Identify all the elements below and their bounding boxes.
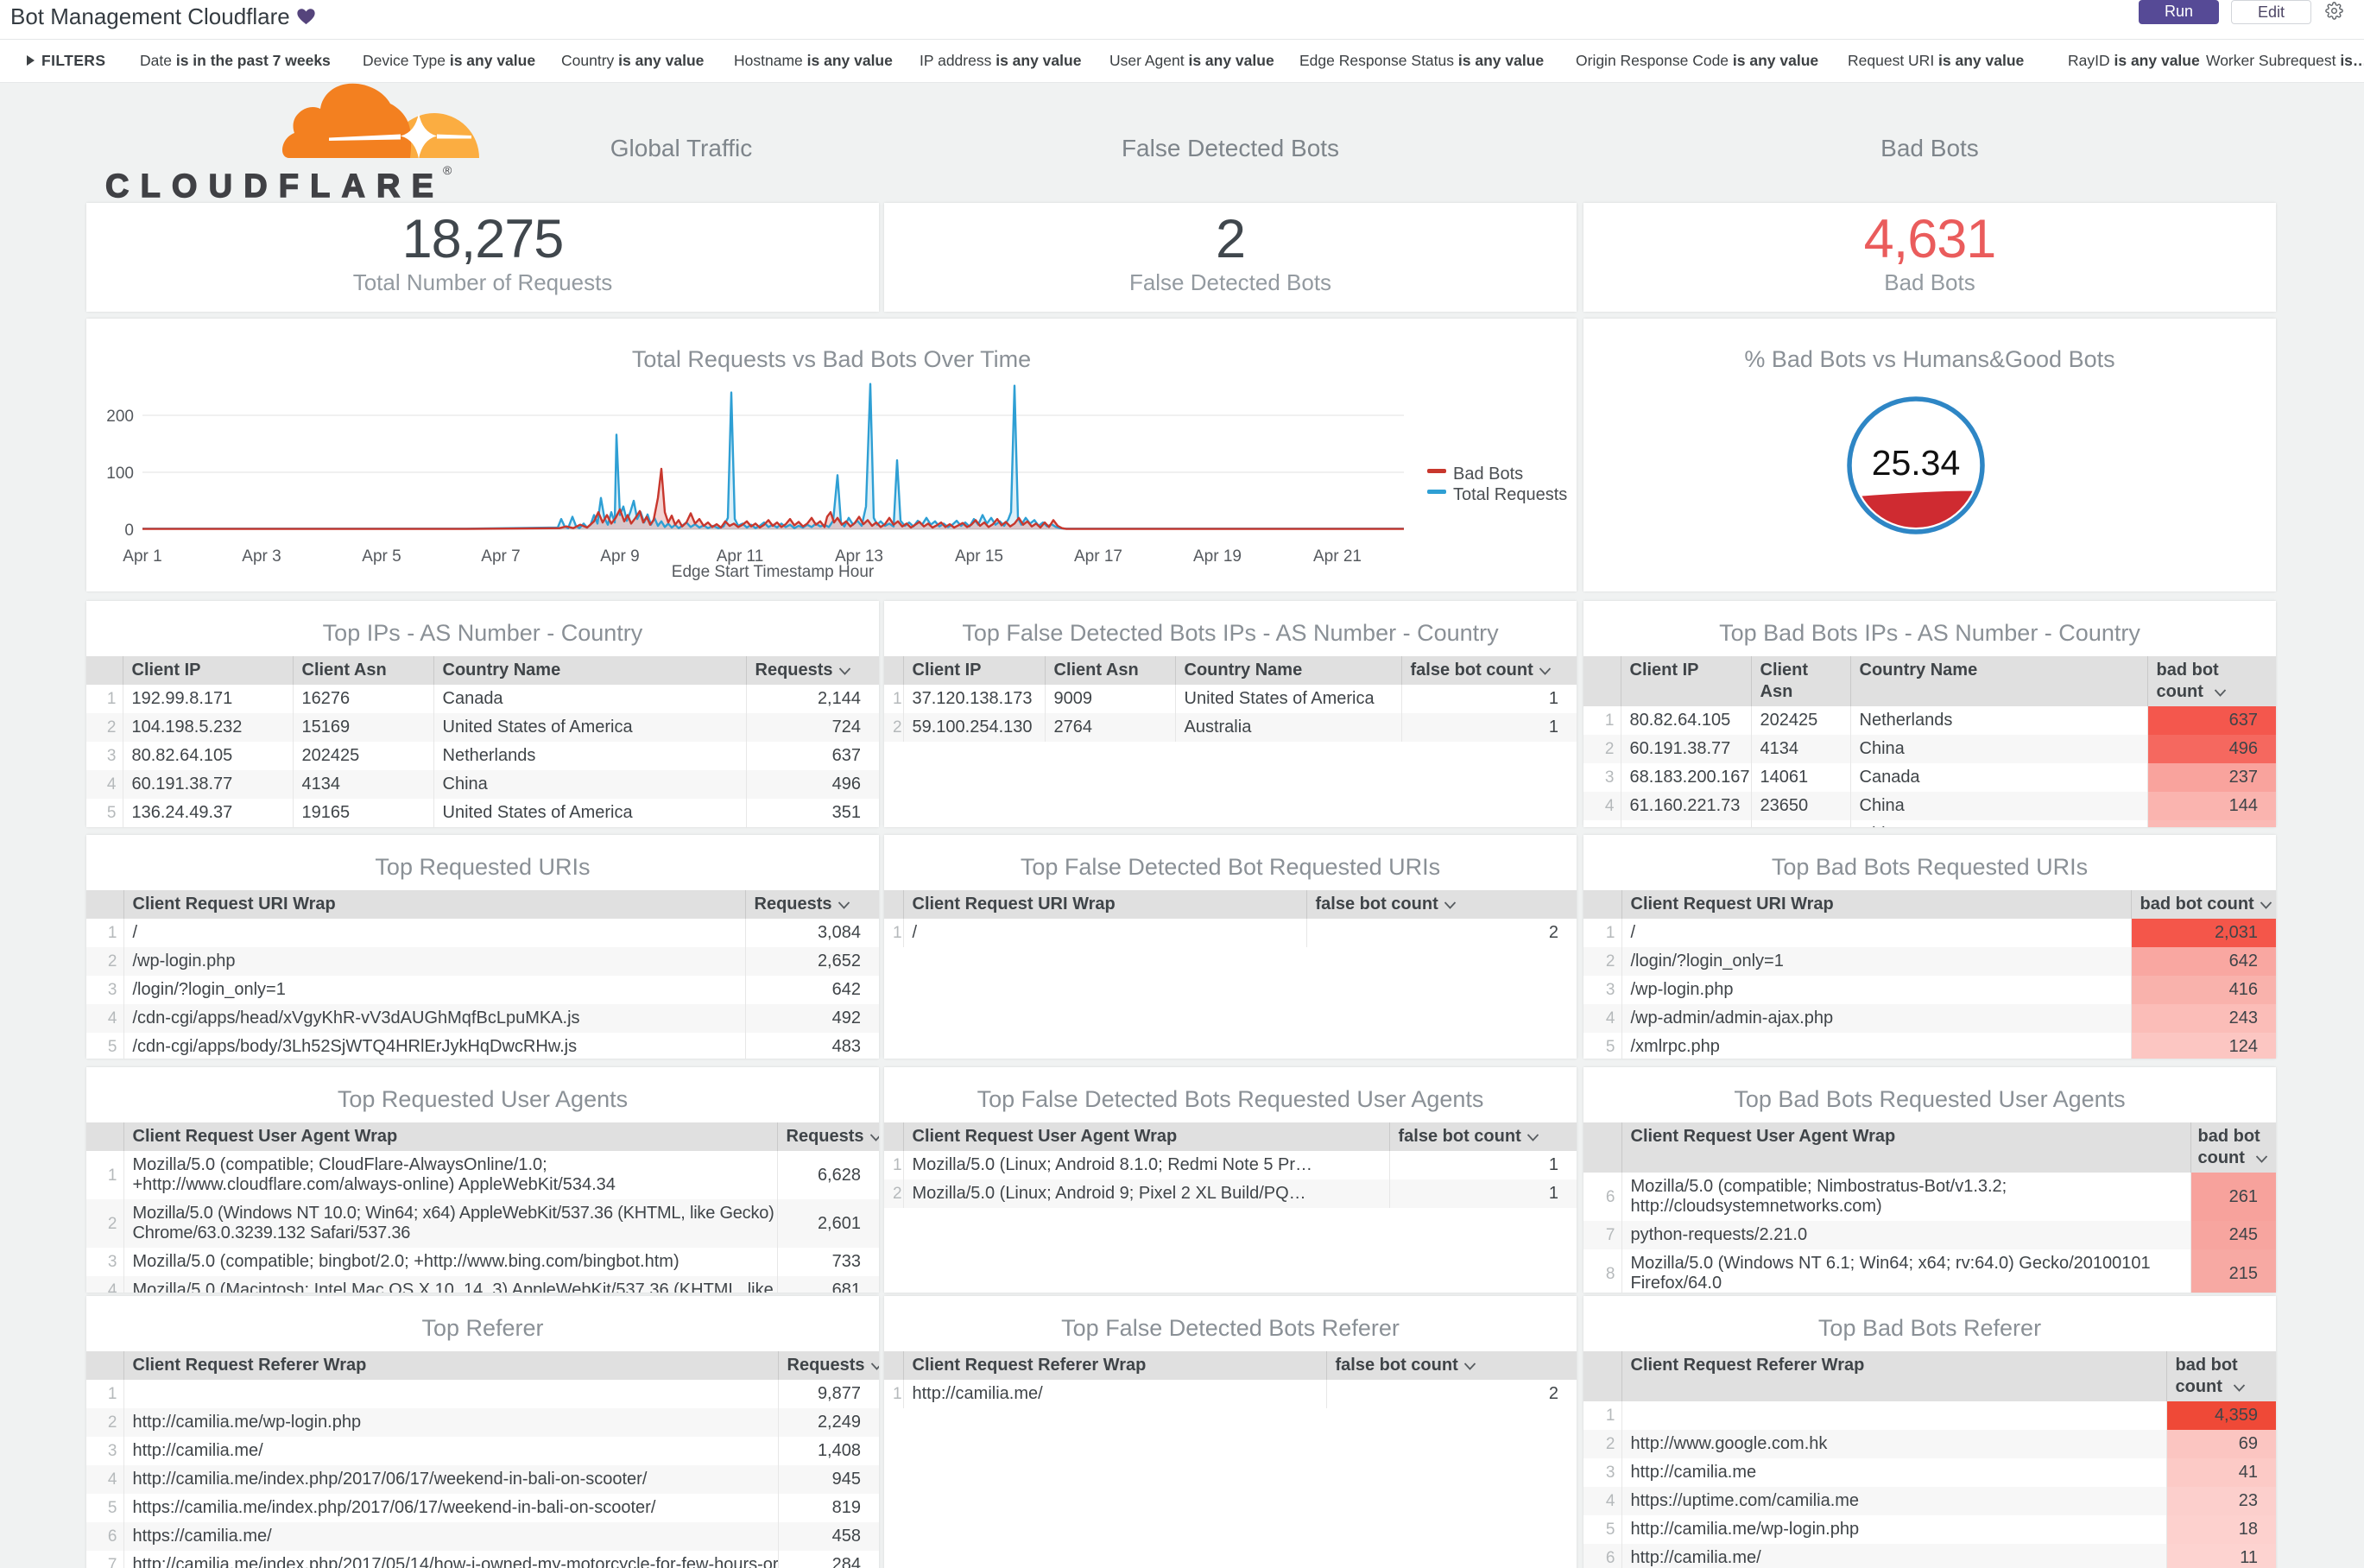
svg-text:Apr 7: Apr 7 <box>481 547 520 566</box>
svg-text:Apr 1: Apr 1 <box>123 547 161 566</box>
svg-text:®: ® <box>443 163 452 177</box>
svg-text:Edge Start Timestamp Hour: Edge Start Timestamp Hour <box>672 563 875 581</box>
svg-text:Apr 5: Apr 5 <box>362 547 401 566</box>
svg-text:Apr 3: Apr 3 <box>242 547 281 566</box>
svg-text:Apr 21: Apr 21 <box>1313 547 1362 566</box>
svg-text:0: 0 <box>124 522 134 540</box>
svg-text:25.34: 25.34 <box>1872 443 1961 483</box>
svg-text:200: 200 <box>106 408 134 426</box>
svg-text:Apr 11: Apr 11 <box>717 547 764 566</box>
svg-text:Apr 13: Apr 13 <box>835 547 883 566</box>
svg-text:Apr 15: Apr 15 <box>955 547 1003 566</box>
svg-text:Bad Bots: Bad Bots <box>1453 465 1523 484</box>
svg-text:Apr 17: Apr 17 <box>1074 547 1122 566</box>
svg-text:Total Requests: Total Requests <box>1453 485 1567 504</box>
svg-text:CLOUDFLARE: CLOUDFLARE <box>105 168 440 205</box>
svg-text:100: 100 <box>106 465 134 483</box>
svg-text:Apr 19: Apr 19 <box>1193 547 1242 566</box>
svg-text:Apr 9: Apr 9 <box>600 547 639 566</box>
